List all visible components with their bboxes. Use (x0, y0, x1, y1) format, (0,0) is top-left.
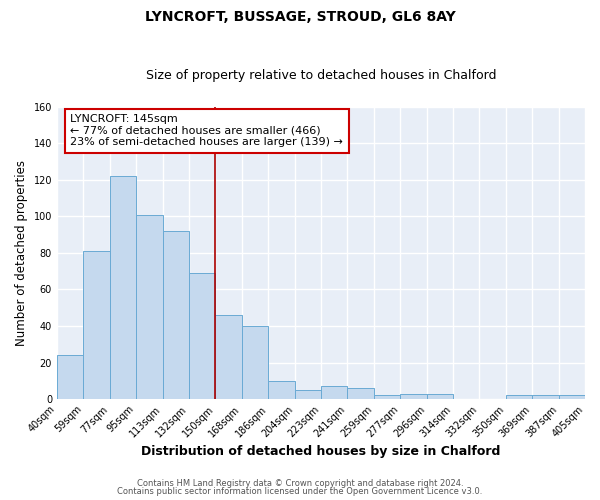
Bar (400, 394, 427, 399)
Y-axis label: Number of detached properties: Number of detached properties (15, 160, 28, 346)
Bar (532, 396, 559, 399)
Bar (215, 315, 242, 399)
Bar (110, 176, 136, 399)
Bar (136, 214, 163, 399)
Bar (83, 251, 110, 399)
X-axis label: Distribution of detached houses by size in Chalford: Distribution of detached houses by size … (141, 444, 500, 458)
Bar (559, 396, 585, 399)
Title: Size of property relative to detached houses in Chalford: Size of property relative to detached ho… (146, 69, 496, 82)
Bar (57, 355, 83, 399)
Text: Contains public sector information licensed under the Open Government Licence v3: Contains public sector information licen… (118, 487, 482, 496)
Bar (189, 273, 215, 399)
Bar (506, 396, 532, 399)
Bar (321, 386, 347, 399)
Bar (374, 396, 400, 399)
Text: Contains HM Land Registry data © Crown copyright and database right 2024.: Contains HM Land Registry data © Crown c… (137, 478, 463, 488)
Bar (163, 231, 189, 399)
Bar (427, 394, 453, 399)
Bar (242, 326, 268, 399)
Bar (347, 388, 374, 399)
Text: LYNCROFT, BUSSAGE, STROUD, GL6 8AY: LYNCROFT, BUSSAGE, STROUD, GL6 8AY (145, 10, 455, 24)
Bar (295, 390, 321, 399)
Bar (268, 381, 295, 399)
Text: LYNCROFT: 145sqm
← 77% of detached houses are smaller (466)
23% of semi-detached: LYNCROFT: 145sqm ← 77% of detached house… (70, 114, 343, 148)
